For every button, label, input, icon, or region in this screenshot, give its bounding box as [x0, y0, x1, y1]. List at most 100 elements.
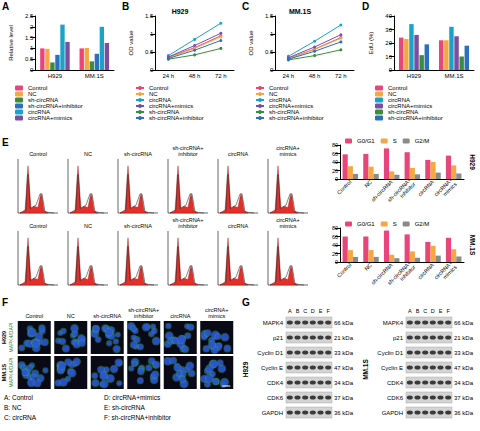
- svg-text:p21: p21: [273, 335, 284, 341]
- svg-text:20: 20: [385, 40, 392, 46]
- svg-text:30: 30: [385, 27, 392, 33]
- svg-text:1: 1: [150, 31, 154, 37]
- svg-text:G2/M: G2/M: [415, 138, 430, 144]
- svg-text:A: A: [288, 308, 292, 314]
- svg-text:Cyclin D1: Cyclin D1: [377, 350, 403, 356]
- svg-text:inhibitor: inhibitor: [178, 151, 197, 157]
- svg-text:F: F: [446, 308, 450, 314]
- svg-text:p21: p21: [393, 335, 404, 341]
- svg-text:mimics: mimics: [279, 151, 296, 157]
- svg-text:24 h: 24 h: [163, 73, 175, 79]
- svg-text:F: F: [326, 308, 330, 314]
- svg-text:CDK6: CDK6: [267, 395, 284, 401]
- svg-text:sh-circRNA: sh-circRNA: [93, 313, 121, 319]
- svg-text:36 kDa: 36 kDa: [334, 410, 354, 416]
- svg-text:48 h: 48 h: [309, 73, 321, 79]
- svg-text:Cyclin E: Cyclin E: [261, 365, 283, 371]
- svg-text:inhibitor: inhibitor: [399, 264, 417, 282]
- svg-text:OD value: OD value: [128, 30, 134, 56]
- svg-text:80: 80: [332, 225, 338, 231]
- svg-text:MM.1S: MM.1S: [362, 359, 369, 380]
- svg-text:Cyclin D1: Cyclin D1: [257, 350, 283, 356]
- svg-text:OD value: OD value: [248, 30, 254, 56]
- svg-text:MM.1S: MM.1S: [85, 73, 104, 79]
- svg-text:sh-circRNA+inhibitor: sh-circRNA+inhibitor: [388, 115, 443, 121]
- svg-text:A: A: [2, 1, 9, 12]
- svg-text:sh-circRNA: sh-circRNA: [124, 223, 152, 229]
- svg-text:Control: Control: [29, 151, 47, 157]
- svg-text:33 kDa: 33 kDa: [334, 350, 354, 356]
- svg-text:S: S: [393, 138, 397, 144]
- svg-text:60: 60: [332, 234, 338, 240]
- svg-text:21 kDa: 21 kDa: [454, 335, 474, 341]
- svg-text:GAPDH: GAPDH: [262, 410, 283, 416]
- svg-text:21 kDa: 21 kDa: [334, 335, 354, 341]
- svg-text:inhibitor: inhibitor: [178, 223, 197, 229]
- svg-text:H929: H929: [172, 8, 189, 15]
- svg-text:circRNA: circRNA: [228, 223, 248, 229]
- svg-text:D: D: [431, 308, 435, 314]
- svg-text:37 kDa: 37 kDa: [454, 395, 474, 401]
- svg-text:72 h: 72 h: [335, 73, 347, 79]
- svg-text:D: D: [362, 1, 369, 12]
- svg-text:circRNA: circRNA: [417, 262, 436, 281]
- svg-text:A: A: [408, 308, 412, 314]
- svg-text:C: C: [242, 1, 249, 12]
- svg-text:G0/G1: G0/G1: [357, 138, 375, 144]
- svg-text:24 h: 24 h: [283, 73, 295, 79]
- svg-text:0: 0: [335, 259, 338, 265]
- svg-text:mimics: mimics: [279, 223, 296, 229]
- svg-text:H929: H929: [242, 361, 249, 377]
- svg-text:CDK6: CDK6: [387, 395, 404, 401]
- svg-text:mimics: mimics: [208, 313, 225, 319]
- svg-text:circRNA+mimics: circRNA+mimics: [28, 115, 72, 121]
- svg-text:H929: H929: [1, 331, 7, 344]
- svg-text:inhibitor: inhibitor: [399, 181, 417, 199]
- svg-text:Control: Control: [336, 179, 353, 196]
- svg-text:33 kDa: 33 kDa: [454, 350, 474, 356]
- svg-text:CDK4: CDK4: [387, 380, 404, 386]
- svg-text:F: F: [2, 297, 8, 308]
- svg-text:MM.1S: MM.1S: [289, 8, 312, 15]
- svg-text:S: S: [393, 221, 397, 227]
- svg-text:1: 1: [270, 31, 274, 37]
- svg-text:48 h: 48 h: [189, 73, 201, 79]
- svg-text:H929: H929: [48, 73, 63, 79]
- svg-text:0: 0: [389, 67, 393, 73]
- svg-text:34 kDa: 34 kDa: [454, 380, 474, 386]
- svg-text:47 kDa: 47 kDa: [334, 365, 354, 371]
- svg-text:E: E: [439, 308, 443, 314]
- svg-text:circRNA: circRNA: [417, 179, 436, 198]
- svg-text:MM.1S: MM.1S: [469, 235, 476, 256]
- svg-text:40: 40: [332, 242, 338, 248]
- svg-text:H929: H929: [407, 73, 422, 79]
- svg-text:sh-circRNA+inhibitor: sh-circRNA+inhibitor: [269, 115, 324, 121]
- svg-text:0: 0: [335, 176, 338, 182]
- svg-text:72 h: 72 h: [215, 73, 227, 79]
- svg-text:C: C: [423, 308, 427, 314]
- svg-text:20: 20: [332, 251, 338, 257]
- svg-text:40: 40: [385, 13, 392, 19]
- svg-text:0: 0: [30, 67, 34, 73]
- svg-text:NC: NC: [84, 223, 92, 229]
- svg-text:0.5: 0.5: [25, 56, 34, 62]
- svg-text:mimics: mimics: [442, 264, 458, 280]
- svg-text:C: C: [303, 308, 307, 314]
- svg-text:B: NC: B: NC: [4, 404, 22, 411]
- svg-text:D: D: [311, 308, 315, 314]
- svg-text:20: 20: [332, 168, 338, 174]
- svg-text:E: sh-circRNA: E: sh-circRNA: [104, 404, 145, 411]
- svg-text:D: circRNA+mimics: D: circRNA+mimics: [104, 394, 161, 401]
- svg-text:E: E: [2, 137, 9, 148]
- svg-text:MAPK4/DAPI: MAPK4/DAPI: [8, 357, 14, 387]
- svg-text:0.5: 0.5: [145, 49, 154, 55]
- svg-text:Control: Control: [29, 223, 47, 229]
- svg-text:sh-circRNA+inhibitor: sh-circRNA+inhibitor: [149, 115, 204, 121]
- svg-text:GAPDH: GAPDH: [382, 410, 403, 416]
- svg-text:0: 0: [150, 67, 154, 73]
- svg-text:G: G: [242, 297, 250, 308]
- svg-text:10: 10: [385, 54, 392, 60]
- svg-text:MM.1S: MM.1S: [1, 363, 7, 381]
- svg-text:2: 2: [30, 24, 34, 30]
- svg-text:A: Control: A: Control: [4, 394, 33, 401]
